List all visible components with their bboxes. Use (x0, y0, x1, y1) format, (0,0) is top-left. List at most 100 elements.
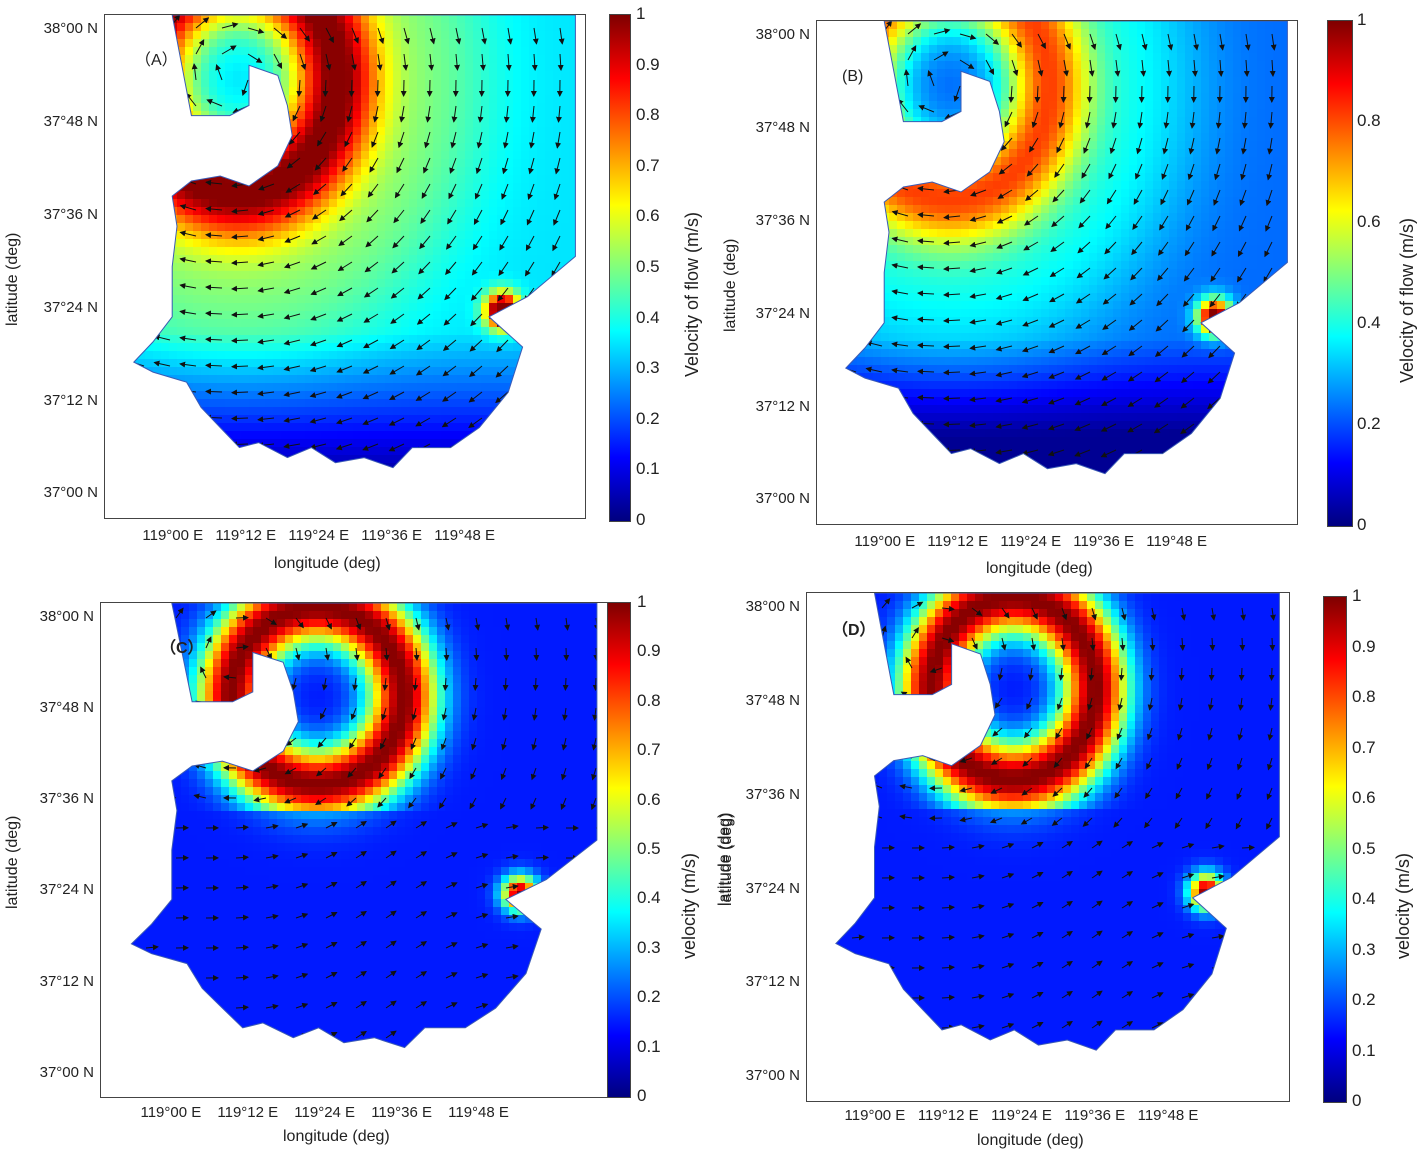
velocity-arrow (1063, 59, 1069, 77)
velocity-arrow (265, 883, 279, 890)
colorbar-tick-label: 0.2 (636, 408, 660, 428)
velocity-arrow (231, 285, 249, 292)
velocity-arrow (526, 209, 535, 226)
velocity-arrow (1182, 1084, 1193, 1088)
velocity-arrow (471, 737, 477, 751)
velocity-arrow (1031, 902, 1044, 909)
velocity-arrow (450, 131, 457, 149)
velocity-arrow (1260, 397, 1273, 411)
velocity-arrow (205, 636, 212, 649)
velocity-arrow (235, 884, 249, 891)
map-plot-area (104, 14, 586, 519)
velocity-arrow (295, 822, 309, 829)
velocity-arrow (995, 448, 1013, 455)
velocity-arrow (1213, 163, 1221, 181)
velocity-arrow (1001, 962, 1015, 969)
velocity-arrow (1118, 667, 1125, 681)
velocity-arrow (325, 912, 338, 919)
velocity-arrow (1059, 637, 1066, 651)
velocity-arrow (1236, 757, 1243, 771)
velocity-arrow (851, 934, 865, 941)
velocity-arrow (553, 183, 561, 201)
velocity-arrow (892, 501, 908, 503)
velocity-arrow (995, 371, 1013, 378)
velocity-arrow (1212, 215, 1221, 232)
velocity-arrow (153, 308, 171, 315)
velocity-arrow (1207, 502, 1220, 511)
velocity-arrow (191, 63, 198, 81)
velocity-arrow (325, 617, 332, 630)
velocity-arrow (372, 105, 379, 123)
velocity-arrow (362, 417, 379, 426)
velocity-arrow (1086, 727, 1093, 740)
velocity-arrow (865, 287, 883, 295)
coastline (130, 603, 598, 1049)
velocity-arrow (1108, 163, 1117, 180)
panel-label: （C） (160, 640, 204, 657)
velocity-arrow (231, 311, 249, 318)
velocity-arrow (1121, 931, 1134, 939)
velocity-arrow (1209, 637, 1216, 651)
velocity-arrow (1153, 423, 1169, 434)
velocity-arrow (1148, 667, 1155, 681)
velocity-arrow (1091, 900, 1103, 909)
velocity-arrow (917, 446, 935, 453)
velocity-arrow (221, 22, 239, 29)
velocity-arrow (231, 467, 238, 468)
velocity-arrow (817, 472, 830, 477)
velocity-arrow (943, 395, 961, 402)
velocity-arrow (146, 1067, 158, 1068)
velocity-arrow (852, 1087, 864, 1088)
velocity-arrow (284, 235, 301, 243)
velocity-arrow (133, 333, 145, 341)
velocity-arrow (1092, 1051, 1102, 1058)
velocity-arrow (1180, 476, 1194, 485)
velocity-arrow (851, 904, 865, 911)
velocity-arrow (206, 99, 223, 107)
velocity-arrow (1091, 607, 1097, 621)
velocity-arrow (813, 780, 822, 788)
velocity-arrow (1175, 787, 1183, 800)
velocity-arrow (865, 445, 883, 452)
velocity-arrow (504, 617, 511, 631)
velocity-arrow (110, 728, 116, 738)
velocity-arrow (1161, 163, 1169, 180)
velocity-arrow (1154, 397, 1169, 408)
velocity-arrow (265, 1033, 279, 1040)
velocity-arrow (555, 105, 562, 123)
velocity-arrow (1242, 1057, 1254, 1058)
velocity-arrow (971, 843, 985, 850)
velocity-arrow (1185, 215, 1195, 231)
velocity-arrow (205, 232, 223, 239)
velocity-arrow (997, 667, 1004, 681)
velocity-arrow (996, 215, 1013, 224)
velocity-arrow (316, 767, 327, 777)
y-axis-label: latitude (deg) (4, 232, 21, 326)
velocity-arrow (995, 293, 1013, 301)
velocity-arrow (156, 147, 171, 159)
velocity-arrow (843, 718, 853, 729)
velocity-arrow (475, 852, 489, 859)
velocity-arrow (1151, 962, 1164, 969)
velocity-arrow (1000, 637, 1007, 651)
velocity-arrow (1047, 423, 1065, 431)
velocity-arrow (205, 610, 217, 619)
velocity-arrow (1116, 727, 1123, 741)
velocity-arrow (416, 470, 430, 477)
y-tick-label: 38°00 N (745, 598, 800, 615)
velocity-arrow (1001, 902, 1015, 909)
velocity-arrow (1087, 697, 1093, 711)
velocity-arrow (258, 183, 275, 191)
velocity-field-svg (110, 603, 598, 1068)
colorbar-tick-label: 1 (636, 4, 646, 23)
velocity-arrow (200, 666, 207, 679)
velocity-arrow (846, 123, 857, 139)
velocity-arrow (1115, 33, 1122, 51)
velocity-arrow (468, 496, 482, 504)
velocity-arrow (1089, 637, 1096, 651)
velocity-arrow (385, 1000, 397, 1009)
velocity-arrow (475, 1032, 489, 1039)
velocity-arrow (943, 421, 961, 428)
velocity-arrow (1091, 930, 1103, 939)
velocity-arrow (325, 53, 332, 71)
